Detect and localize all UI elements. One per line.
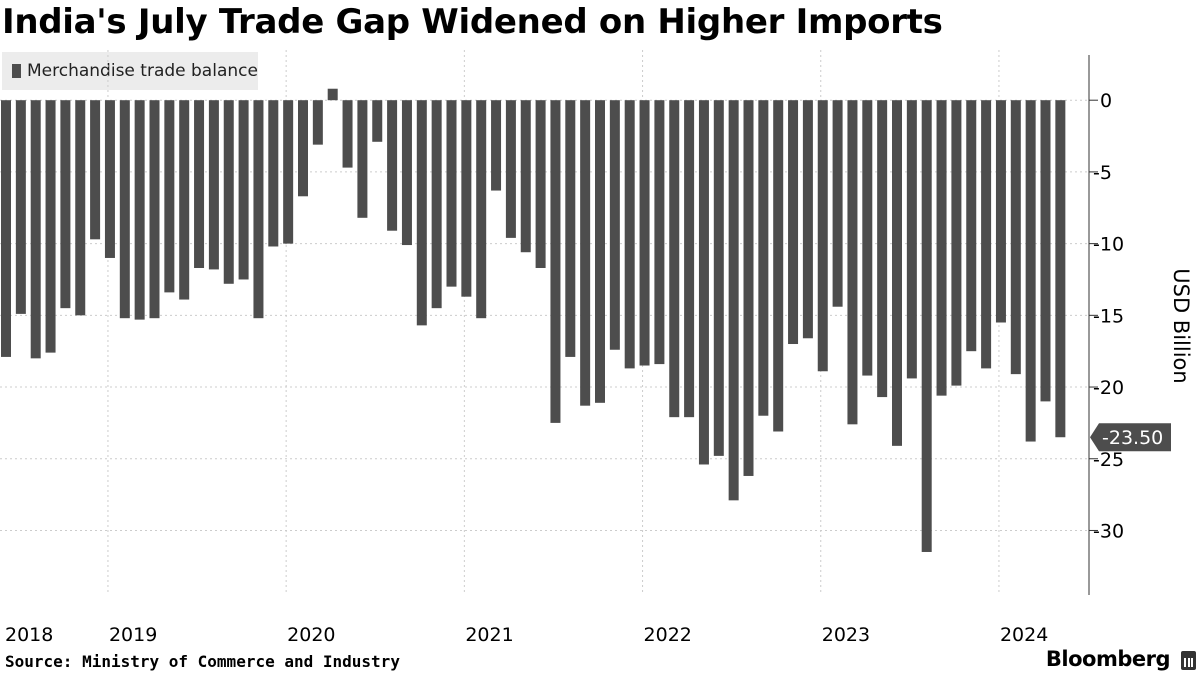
- bar: [684, 100, 695, 418]
- legend-swatch: [12, 64, 21, 78]
- y-axis-label: USD Billion: [1169, 268, 1193, 383]
- y-tick-label: -10: [1093, 234, 1124, 256]
- bar: [535, 100, 546, 269]
- legend: Merchandise trade balance: [2, 52, 258, 90]
- bar: [906, 100, 917, 379]
- x-tick-label: 2021: [465, 624, 513, 645]
- x-tick-label: 2024: [1000, 624, 1048, 645]
- bar: [817, 100, 828, 372]
- bar: [416, 100, 427, 326]
- bar: [476, 100, 487, 319]
- bar: [60, 100, 71, 309]
- bar: [758, 100, 769, 416]
- bar: [104, 100, 115, 258]
- y-tick-label: -20: [1093, 377, 1124, 399]
- bar: [921, 100, 932, 552]
- y-tick-label: -5: [1093, 162, 1112, 184]
- bar: [253, 100, 264, 319]
- bar: [401, 100, 412, 246]
- bar: [669, 100, 680, 418]
- bar: [847, 100, 858, 425]
- bar: [461, 100, 472, 297]
- bar: [862, 100, 873, 376]
- bar: [431, 100, 442, 309]
- y-tick-label: -15: [1093, 305, 1124, 327]
- bar: [951, 100, 962, 386]
- y-tick-label: 0: [1100, 90, 1112, 112]
- bar: [179, 100, 190, 300]
- x-tick-label: 2019: [109, 624, 157, 645]
- bar: [1010, 100, 1021, 375]
- bar: [654, 100, 665, 365]
- bar: [164, 100, 175, 293]
- bar: [298, 100, 308, 197]
- bar: [90, 100, 101, 240]
- last-value-label: -23.50: [1102, 427, 1163, 449]
- x-tick-label: 2022: [644, 624, 692, 645]
- bar: [357, 100, 368, 218]
- bar: [387, 100, 398, 231]
- bar: [713, 100, 724, 456]
- bar: [208, 100, 219, 270]
- bar: [505, 100, 516, 238]
- x-tick-label: 2018: [5, 624, 53, 645]
- source-note: Source: Ministry of Commerce and Industr…: [5, 652, 400, 671]
- legend-label: Merchandise trade balance: [27, 61, 258, 81]
- bar: [134, 100, 145, 320]
- bar: [1025, 100, 1036, 442]
- bar: [446, 100, 457, 287]
- bar: [149, 100, 160, 319]
- bar: [491, 100, 502, 191]
- bar: [773, 100, 784, 432]
- bar: [194, 100, 205, 269]
- chart-title: India's July Trade Gap Widened on Higher…: [2, 2, 943, 42]
- bar: [728, 100, 739, 501]
- bar: [624, 100, 635, 369]
- bar: [283, 100, 294, 244]
- bar: [238, 100, 249, 280]
- bar: [327, 88, 338, 101]
- bar: [45, 100, 56, 353]
- bar: [966, 100, 977, 352]
- bar: [520, 100, 531, 253]
- y-tick-label: -30: [1093, 520, 1124, 542]
- bar: [268, 100, 279, 247]
- last-value-callout: [1090, 423, 1171, 452]
- bar: [802, 100, 813, 339]
- bar: [550, 100, 561, 423]
- bloomberg-icon: [1181, 651, 1196, 670]
- bar: [698, 100, 709, 465]
- bar: [1055, 100, 1066, 438]
- bar: [995, 100, 1006, 323]
- bar: [75, 100, 86, 316]
- bar: [936, 100, 947, 396]
- bar: [1040, 100, 1051, 402]
- bar: [609, 100, 620, 350]
- bar: [595, 100, 605, 403]
- bar: [30, 100, 41, 359]
- bar: [565, 100, 576, 357]
- y-tick-label: -25: [1093, 449, 1124, 471]
- bar: [877, 100, 888, 398]
- bar: [312, 100, 323, 145]
- bar: [892, 100, 902, 446]
- bar: [223, 100, 234, 284]
- bar: [15, 100, 26, 314]
- bar: [981, 100, 992, 369]
- x-tick-label: 2023: [822, 624, 870, 645]
- x-tick-label: 2020: [287, 624, 335, 645]
- bar: [832, 100, 843, 307]
- bar: [1, 100, 11, 357]
- bar-chart: 2018 2019 2020 2021 2022 2023 2024 0 -5 -10 -15 -20…: [0, 50, 1193, 645]
- bar: [788, 100, 799, 345]
- bar: [119, 100, 130, 319]
- bar: [639, 100, 650, 366]
- bar: [342, 100, 353, 168]
- bar: [580, 100, 591, 406]
- bar: [743, 100, 754, 476]
- bar: [372, 100, 383, 142]
- brand-logo: Bloomberg: [1045, 647, 1171, 671]
